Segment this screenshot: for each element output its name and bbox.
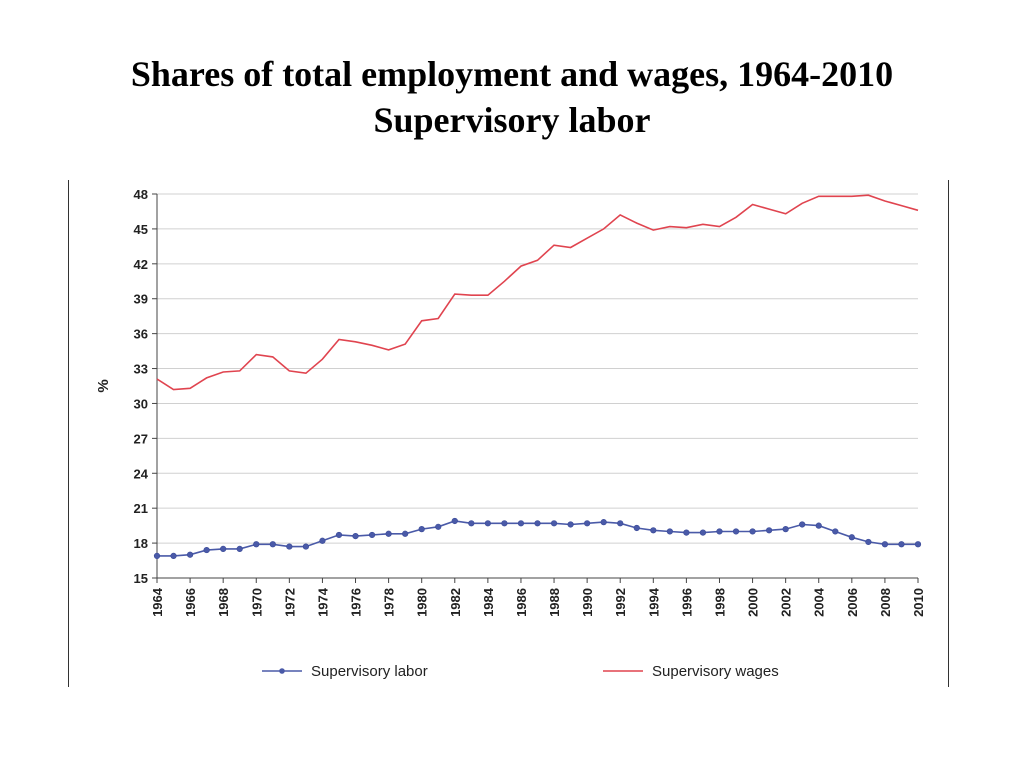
x-tick-label: 2006 xyxy=(845,588,860,617)
x-tick-label: 1972 xyxy=(282,588,297,617)
data-point xyxy=(253,541,260,548)
x-tick-label: 2004 xyxy=(812,587,827,617)
data-point xyxy=(550,520,558,527)
legend-marker xyxy=(279,668,285,674)
legend-label: Supervisory wages xyxy=(652,663,779,680)
data-point xyxy=(286,543,293,550)
data-point xyxy=(385,530,392,537)
x-tick-label: 1992 xyxy=(613,588,628,617)
x-tick-label: 1974 xyxy=(315,587,330,617)
x-tick-label: 1998 xyxy=(712,588,727,617)
data-point xyxy=(898,541,905,548)
data-point xyxy=(617,520,624,527)
data-point xyxy=(368,531,376,539)
data-point xyxy=(269,541,276,548)
frame-left-border xyxy=(68,180,69,687)
series-line-2 xyxy=(156,194,919,391)
y-tick-label: 42 xyxy=(134,257,148,272)
frame-right-border xyxy=(948,180,949,687)
data-point xyxy=(153,552,161,559)
chart-title: Shares of total employment and wages, 19… xyxy=(130,54,894,94)
data-point xyxy=(699,529,707,536)
x-tick-label: 1966 xyxy=(183,588,198,617)
x-tick-label: 1984 xyxy=(481,587,496,617)
data-point xyxy=(484,520,491,527)
data-point xyxy=(517,520,525,527)
chart-subtitle: Supervisory labor xyxy=(373,100,651,140)
x-tick-label: 2008 xyxy=(878,588,893,617)
data-point xyxy=(633,524,640,532)
x-tick-label: 1988 xyxy=(547,588,562,617)
data-point xyxy=(451,517,458,525)
y-tick-label: 21 xyxy=(134,501,148,516)
data-point xyxy=(418,526,425,533)
data-point xyxy=(501,520,508,527)
data-point xyxy=(650,527,657,534)
x-tick-label: 1964 xyxy=(150,587,165,617)
data-point xyxy=(468,520,475,527)
x-tick-label: 1982 xyxy=(448,588,463,617)
data-point xyxy=(203,546,210,554)
x-axis-ticks: 1964 1966 1968 1970 1972 1974 1976 1978 1980 1982… xyxy=(150,578,926,617)
data-point xyxy=(683,529,690,536)
x-tick-label: 1994 xyxy=(646,587,661,617)
x-tick-label: 2000 xyxy=(746,588,761,617)
series-layer xyxy=(153,194,922,559)
data-point xyxy=(567,521,574,528)
y-tick-label: 33 xyxy=(134,362,148,377)
data-point xyxy=(220,545,227,553)
y-axis-label: % xyxy=(95,379,112,392)
data-point xyxy=(914,541,922,548)
data-point xyxy=(534,520,541,527)
data-point xyxy=(236,545,243,553)
data-point xyxy=(319,537,326,544)
data-point xyxy=(186,551,194,558)
axes xyxy=(156,194,918,579)
data-point xyxy=(666,528,673,535)
legend-label: Supervisory labor xyxy=(311,663,428,680)
x-tick-label: 1978 xyxy=(382,588,397,617)
data-point xyxy=(302,543,309,550)
data-point xyxy=(435,523,442,530)
data-point xyxy=(749,528,756,535)
data-point xyxy=(716,528,723,535)
data-point xyxy=(832,528,839,535)
data-point xyxy=(170,552,177,559)
y-tick-label: 36 xyxy=(134,327,148,342)
data-point xyxy=(782,526,789,533)
data-point xyxy=(402,530,409,537)
data-point xyxy=(584,520,591,527)
y-tick-label: 48 xyxy=(134,187,148,202)
data-point xyxy=(848,534,855,541)
data-point xyxy=(352,533,359,540)
y-tick-label: 18 xyxy=(134,536,148,551)
x-tick-label: 2002 xyxy=(779,588,794,617)
y-tick-label: 30 xyxy=(134,396,148,411)
y-tick-label: 27 xyxy=(134,431,148,446)
data-point xyxy=(865,538,872,546)
data-point xyxy=(815,522,822,529)
y-tick-label: 45 xyxy=(134,222,148,237)
x-tick-label: 1970 xyxy=(249,588,264,617)
y-tick-label: 39 xyxy=(134,292,148,307)
data-point xyxy=(600,519,607,526)
y-tick-label: 24 xyxy=(134,466,149,481)
y-tick-label: 15 xyxy=(134,571,148,586)
data-point xyxy=(799,521,806,528)
data-point xyxy=(732,528,740,535)
data-point xyxy=(766,527,773,534)
y-axis-ticks: 15 18 21 24 27 30 33 36 39 42 45 48 xyxy=(134,187,157,586)
x-tick-label: 1976 xyxy=(349,588,364,617)
x-tick-label: 1968 xyxy=(216,588,231,617)
grid-lines xyxy=(157,193,918,544)
x-tick-label: 2010 xyxy=(911,588,926,617)
data-point xyxy=(335,531,343,539)
x-tick-label: 1986 xyxy=(514,588,529,617)
x-tick-label: 1990 xyxy=(580,588,595,617)
legend: Supervisory labor Supervisory wages xyxy=(262,663,779,680)
x-tick-label: 1996 xyxy=(679,588,694,617)
x-tick-label: 1980 xyxy=(415,588,430,617)
data-point xyxy=(881,541,889,548)
